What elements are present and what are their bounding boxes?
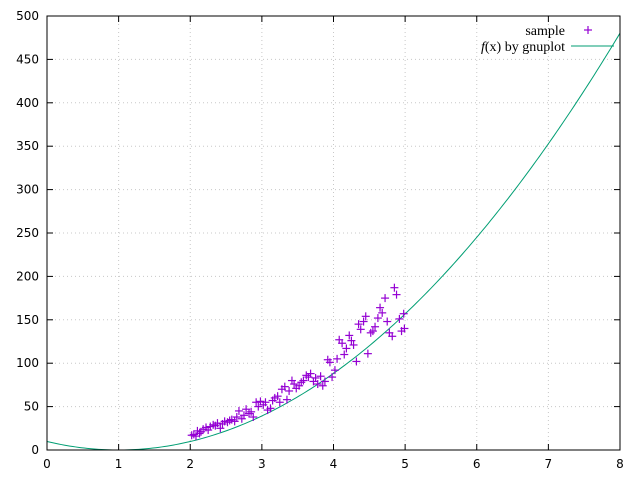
- x-tick-label: 3: [258, 457, 266, 471]
- sample-point: [242, 405, 251, 414]
- sample-point: [381, 294, 390, 303]
- fit-curve: [46, 32, 621, 451]
- sample-point: [328, 373, 337, 382]
- sample-point: [392, 290, 401, 299]
- sample-point: [306, 369, 315, 378]
- y-tick-label: 150: [16, 313, 39, 327]
- sample-point: [361, 312, 370, 321]
- sample-point: [252, 398, 261, 407]
- sample-point: [187, 431, 196, 440]
- x-tick-label: 4: [330, 457, 338, 471]
- sample-point: [232, 413, 241, 422]
- sample-point: [313, 380, 322, 389]
- sample-point: [234, 406, 243, 415]
- fit-curve-layer: [46, 32, 621, 451]
- y-tick-label: 300: [16, 183, 39, 197]
- y-tick-label: 400: [16, 96, 39, 110]
- sample-point: [275, 398, 284, 407]
- sample-point: [195, 429, 204, 438]
- sample-point: [282, 395, 291, 404]
- sample-point: [345, 331, 354, 340]
- y-axis-ticks: 0 50 100 150 200 250 300 350 400 450 500: [16, 9, 620, 457]
- sample-point: [237, 414, 246, 423]
- y-tick-label: 50: [24, 400, 39, 414]
- sample-point: [333, 354, 342, 363]
- sample-point: [349, 340, 358, 349]
- legend-fit-label-suffix: by gnuplot: [501, 40, 565, 55]
- sample-point: [280, 382, 289, 391]
- sample-point: [366, 328, 375, 337]
- legend-fit-label-prefix: f: [481, 40, 487, 55]
- x-tick-label: 0: [43, 457, 51, 471]
- sample-point: [225, 416, 234, 425]
- legend-fit-label: f(x) by gnuplot: [481, 40, 565, 55]
- sample-point: [340, 350, 349, 359]
- sample-point: [359, 317, 368, 326]
- sample-point: [395, 314, 404, 323]
- legend-sample-marker: [584, 26, 592, 34]
- sample-point: [297, 378, 306, 387]
- x-tick-label: 7: [545, 457, 553, 471]
- sample-point: [254, 402, 263, 411]
- sample-point: [399, 309, 408, 318]
- sample-point: [356, 325, 365, 334]
- sample-point: [352, 357, 361, 366]
- y-tick-label: 200: [16, 269, 39, 283]
- y-tick-label: 0: [31, 443, 39, 457]
- sample-point: [311, 373, 320, 382]
- legend-sample-label: sample: [525, 24, 565, 39]
- y-tick-label: 350: [16, 139, 39, 153]
- sample-point: [189, 430, 198, 439]
- sample-point: [400, 324, 409, 333]
- sample-points-layer: [187, 283, 409, 441]
- sample-point: [287, 376, 296, 385]
- x-tick-label: 1: [115, 457, 123, 471]
- legend: sample f(x) by gnuplot: [481, 24, 614, 55]
- sample-point: [249, 413, 258, 422]
- sample-point: [390, 283, 399, 292]
- y-tick-label: 100: [16, 356, 39, 370]
- sample-point: [239, 411, 248, 420]
- sample-point: [304, 373, 313, 382]
- sample-point: [216, 424, 225, 433]
- sample-point: [285, 386, 294, 395]
- sample-point: [230, 417, 239, 426]
- sample-point: [316, 372, 325, 381]
- grid-lines: [47, 16, 620, 450]
- sample-point: [347, 336, 356, 345]
- legend-fit-label-arg: (x): [485, 40, 502, 55]
- x-tick-label: 2: [186, 457, 194, 471]
- sample-point: [325, 358, 334, 367]
- sample-point: [376, 303, 385, 312]
- x-axis-ticks: 0 1 2 3 4 5 6 7 8: [43, 16, 624, 471]
- x-tick-label: 6: [473, 457, 481, 471]
- sample-point: [371, 322, 380, 331]
- sample-point: [354, 320, 363, 329]
- y-tick-label: 500: [16, 9, 39, 23]
- sample-point: [318, 381, 327, 390]
- sample-point: [299, 376, 308, 385]
- sample-point: [363, 349, 372, 358]
- sample-point: [378, 308, 387, 317]
- x-tick-label: 8: [616, 457, 624, 471]
- sample-point: [261, 398, 270, 407]
- sample-point: [383, 317, 392, 326]
- y-tick-label: 250: [16, 226, 39, 240]
- sample-point: [320, 377, 329, 386]
- sample-point: [373, 314, 382, 323]
- y-tick-label: 450: [16, 52, 39, 66]
- sample-point: [338, 339, 347, 348]
- sample-point: [342, 344, 351, 353]
- sample-point: [330, 366, 339, 375]
- sample-point: [247, 407, 256, 416]
- sample-point: [266, 404, 275, 413]
- sample-point: [368, 327, 377, 336]
- sample-point: [213, 419, 222, 428]
- sample-point: [388, 332, 397, 341]
- x-tick-label: 5: [401, 457, 409, 471]
- sample-point: [273, 392, 282, 401]
- sample-point: [290, 380, 299, 389]
